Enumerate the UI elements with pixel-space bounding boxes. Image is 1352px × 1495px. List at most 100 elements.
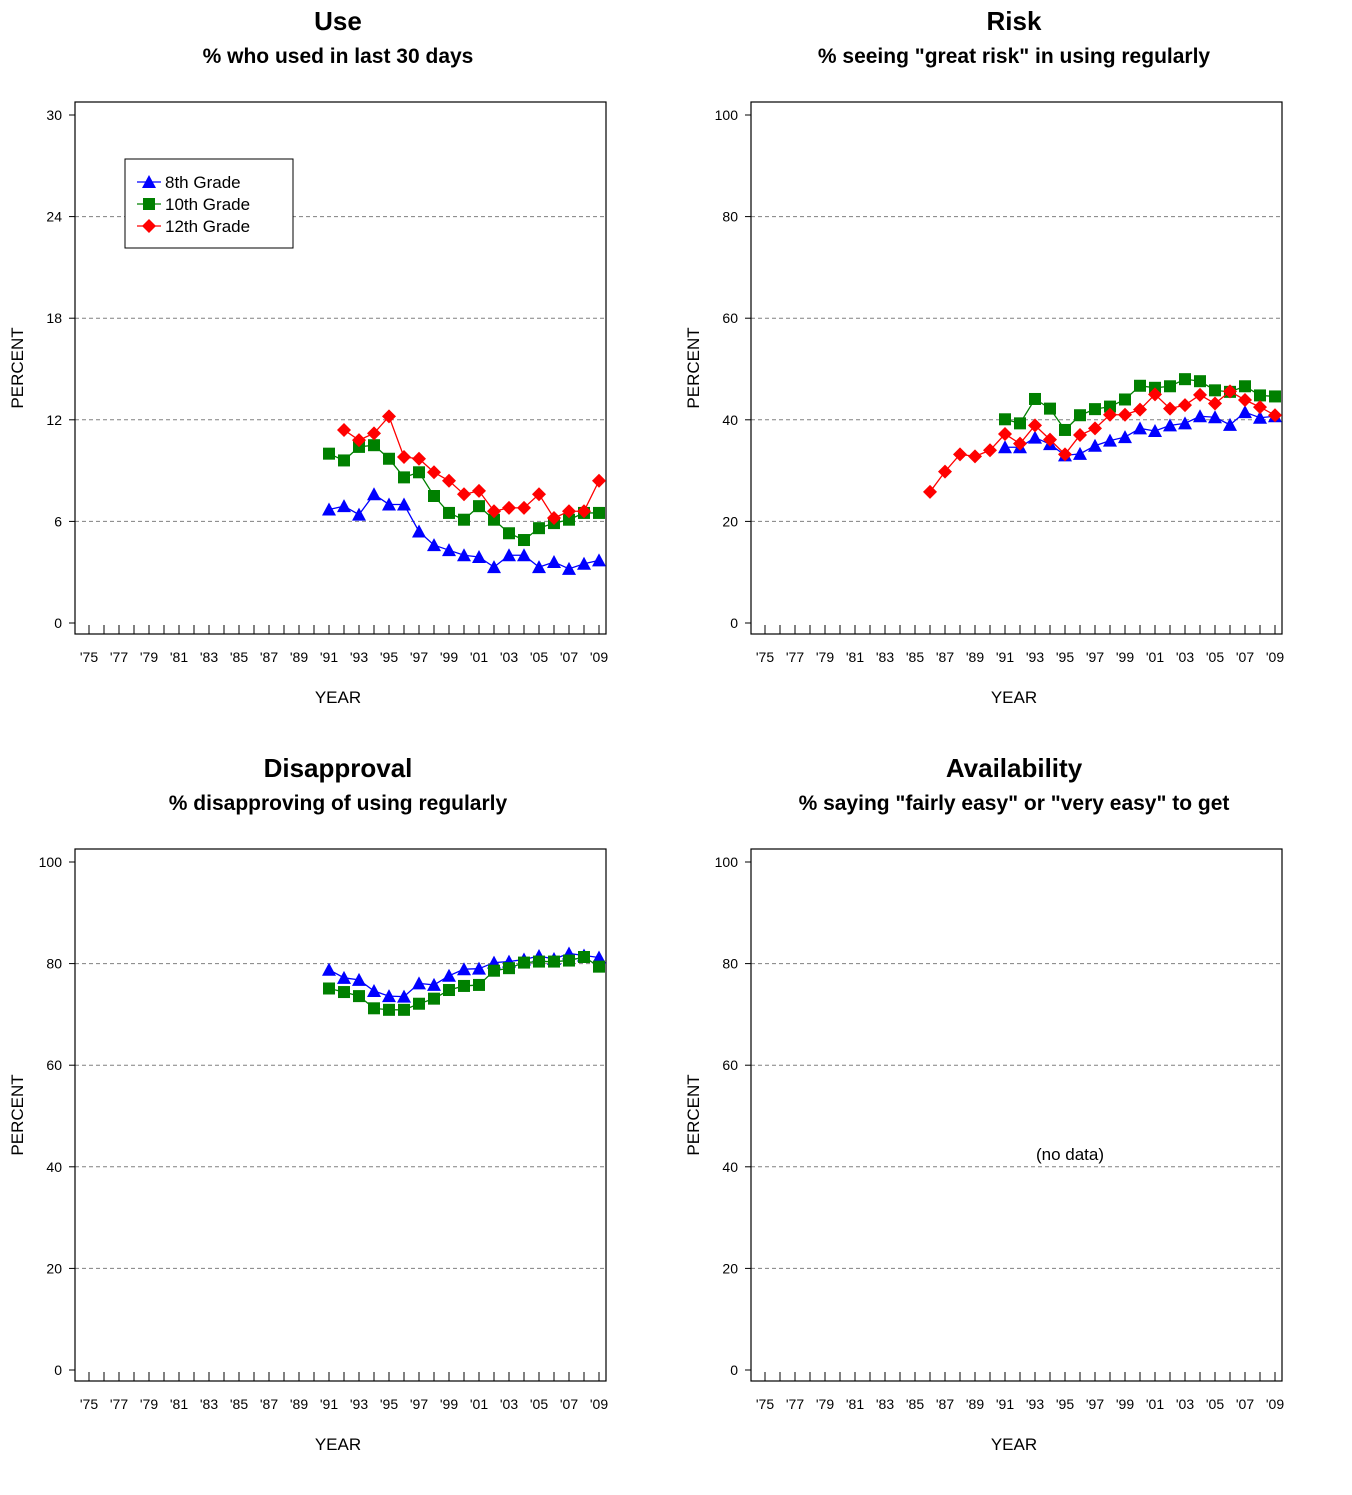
data-point xyxy=(1223,384,1237,399)
data-point xyxy=(458,979,470,992)
chart-subtitle: % seeing "great risk" in using regularly xyxy=(818,45,1211,68)
x-tick-label: '85 xyxy=(230,1396,248,1412)
data-point xyxy=(1208,396,1222,411)
data-point xyxy=(592,473,606,488)
legend-marker xyxy=(142,219,156,233)
x-tick-label: '07 xyxy=(560,649,578,665)
data-point xyxy=(1133,421,1147,435)
data-point xyxy=(1179,373,1191,386)
x-tick-label: '99 xyxy=(440,649,458,665)
data-point xyxy=(443,984,455,997)
x-tick-label: '83 xyxy=(200,1396,218,1412)
plot-frame xyxy=(750,848,1283,1382)
data-point xyxy=(517,548,531,562)
x-tick-label: '79 xyxy=(140,649,158,665)
data-point xyxy=(472,961,486,975)
data-point xyxy=(1103,433,1117,447)
data-point xyxy=(1044,402,1056,415)
data-point xyxy=(323,447,335,460)
data-point xyxy=(1058,447,1072,462)
data-point xyxy=(547,555,561,569)
data-point xyxy=(1238,392,1252,407)
data-point xyxy=(367,984,381,998)
data-point xyxy=(383,1003,395,1016)
x-tick-label: '77 xyxy=(786,1396,804,1412)
x-tick-label: '77 xyxy=(786,649,804,665)
data-point xyxy=(562,561,576,575)
x-tick-label: '91 xyxy=(320,649,338,665)
data-point xyxy=(968,449,982,464)
x-tick-label: '03 xyxy=(500,649,518,665)
x-tick-label: '99 xyxy=(1116,649,1134,665)
data-point xyxy=(352,433,366,448)
chart-title: Use xyxy=(314,6,362,36)
data-point xyxy=(442,968,456,982)
data-point xyxy=(1043,432,1057,447)
x-tick-label: '01 xyxy=(470,1396,488,1412)
data-point xyxy=(443,506,455,519)
data-point xyxy=(367,426,381,441)
data-point xyxy=(1238,405,1252,419)
x-tick-label: '99 xyxy=(1116,1396,1134,1412)
y-tick-label: 0 xyxy=(54,615,62,631)
data-point xyxy=(1223,417,1237,431)
chart-subtitle: % saying "fairly easy" or "very easy" to… xyxy=(799,792,1230,815)
x-tick-label: '77 xyxy=(110,649,128,665)
y-tick-label: 18 xyxy=(46,310,62,326)
data-point xyxy=(1089,403,1101,416)
x-tick-label: '09 xyxy=(590,649,608,665)
y-tick-label: 0 xyxy=(730,1362,738,1378)
x-tick-label: '09 xyxy=(590,1396,608,1412)
chart-svg: Disapproval % disapproving of using regul… xyxy=(8,753,608,1454)
x-tick-label: '89 xyxy=(290,649,308,665)
data-point xyxy=(563,513,575,526)
data-point xyxy=(427,465,441,480)
data-point xyxy=(1073,446,1087,460)
data-point xyxy=(338,454,350,467)
x-axis-label: YEAR xyxy=(315,688,361,707)
data-point xyxy=(398,471,410,484)
data-point xyxy=(563,954,575,967)
plot-frame xyxy=(74,848,607,1382)
chart-title: Disapproval xyxy=(264,753,413,783)
data-point xyxy=(1253,410,1267,424)
data-point xyxy=(427,538,441,552)
series-10th-grade xyxy=(323,439,605,547)
data-point xyxy=(1118,430,1132,444)
x-tick-label: '81 xyxy=(170,1396,188,1412)
x-tick-label: '81 xyxy=(846,649,864,665)
data-point xyxy=(412,524,426,538)
data-point xyxy=(578,950,590,963)
x-tick-label: '91 xyxy=(996,1396,1014,1412)
x-tick-label: '95 xyxy=(380,1396,398,1412)
x-tick-label: '97 xyxy=(1086,649,1104,665)
data-point xyxy=(442,543,456,557)
data-point xyxy=(473,978,485,991)
y-tick-label: 80 xyxy=(722,209,738,225)
x-tick-label: '93 xyxy=(350,649,368,665)
x-tick-label: '85 xyxy=(230,649,248,665)
x-tick-label: '79 xyxy=(140,1396,158,1412)
data-point xyxy=(1104,400,1116,413)
data-point xyxy=(502,500,516,515)
y-tick-label: 40 xyxy=(46,1159,62,1175)
x-tick-label: '87 xyxy=(936,649,954,665)
data-point xyxy=(533,522,545,535)
data-point xyxy=(1208,410,1222,424)
data-point xyxy=(412,451,426,466)
data-point xyxy=(1268,408,1282,423)
x-tick-label: '87 xyxy=(260,1396,278,1412)
data-point xyxy=(398,1003,410,1016)
data-point xyxy=(368,439,380,452)
data-point xyxy=(383,452,395,465)
x-tick-label: '85 xyxy=(906,649,924,665)
x-tick-label: '05 xyxy=(1206,649,1224,665)
x-axis-label: YEAR xyxy=(315,1435,361,1454)
x-tick-label: '97 xyxy=(1086,1396,1104,1412)
y-axis-label: PERCENT xyxy=(684,327,703,408)
chart-panel-use: Use % who used in last 30 days 0 6 12 18 24 30 '… xyxy=(0,0,676,747)
x-tick-label: '79 xyxy=(816,1396,834,1412)
data-point xyxy=(337,422,351,437)
data-point xyxy=(503,962,515,975)
x-tick-label: '95 xyxy=(1056,1396,1074,1412)
